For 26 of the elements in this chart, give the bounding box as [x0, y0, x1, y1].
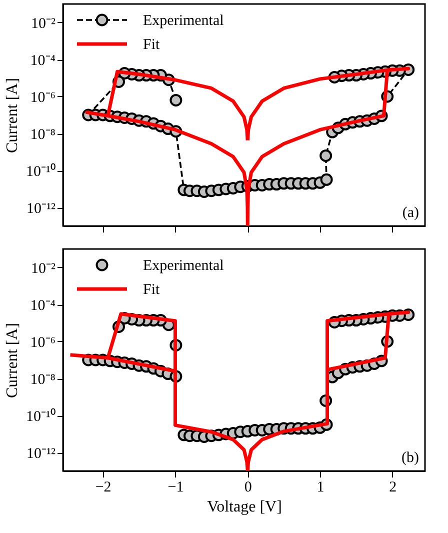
legend-label: Experimental [143, 258, 224, 274]
y-axis-title: Current [A] [4, 78, 22, 154]
x-tick-label: 2 [389, 480, 397, 496]
y-tick-label: 10⁻¹² [26, 446, 56, 462]
y-tick-label: 10⁻⁸ [30, 127, 56, 143]
y-tick-label: 10⁻⁴ [30, 298, 56, 314]
annotation: (a) [402, 205, 419, 221]
x-tick-label: −2 [95, 480, 112, 496]
legend-label: Fit [143, 282, 161, 298]
annotation: (b) [402, 450, 419, 466]
legend-label: Experimental [143, 13, 224, 29]
x-tick-label: 0 [244, 480, 252, 496]
y-tick-label: 10⁻¹⁰ [26, 408, 56, 425]
y-tick-label: 10⁻⁶ [30, 335, 56, 351]
y-tick-label: 10⁻¹² [26, 201, 56, 217]
y-tick-label: 10⁻¹⁰ [26, 163, 56, 180]
x-tick-label: 1 [316, 480, 324, 496]
y-tick-label: 10⁻⁶ [30, 90, 56, 106]
y-tick-label: 10⁻² [31, 261, 56, 277]
y-axis-title: Current [A] [4, 322, 22, 398]
x-axis-title: Voltage [V] [207, 498, 282, 516]
y-tick-label: 10⁻⁴ [30, 53, 56, 69]
x-tick-label: −1 [168, 480, 184, 496]
y-tick-label: 10⁻⁸ [30, 372, 56, 388]
legend-label: Fit [143, 37, 161, 53]
y-tick-label: 10⁻² [31, 16, 56, 32]
